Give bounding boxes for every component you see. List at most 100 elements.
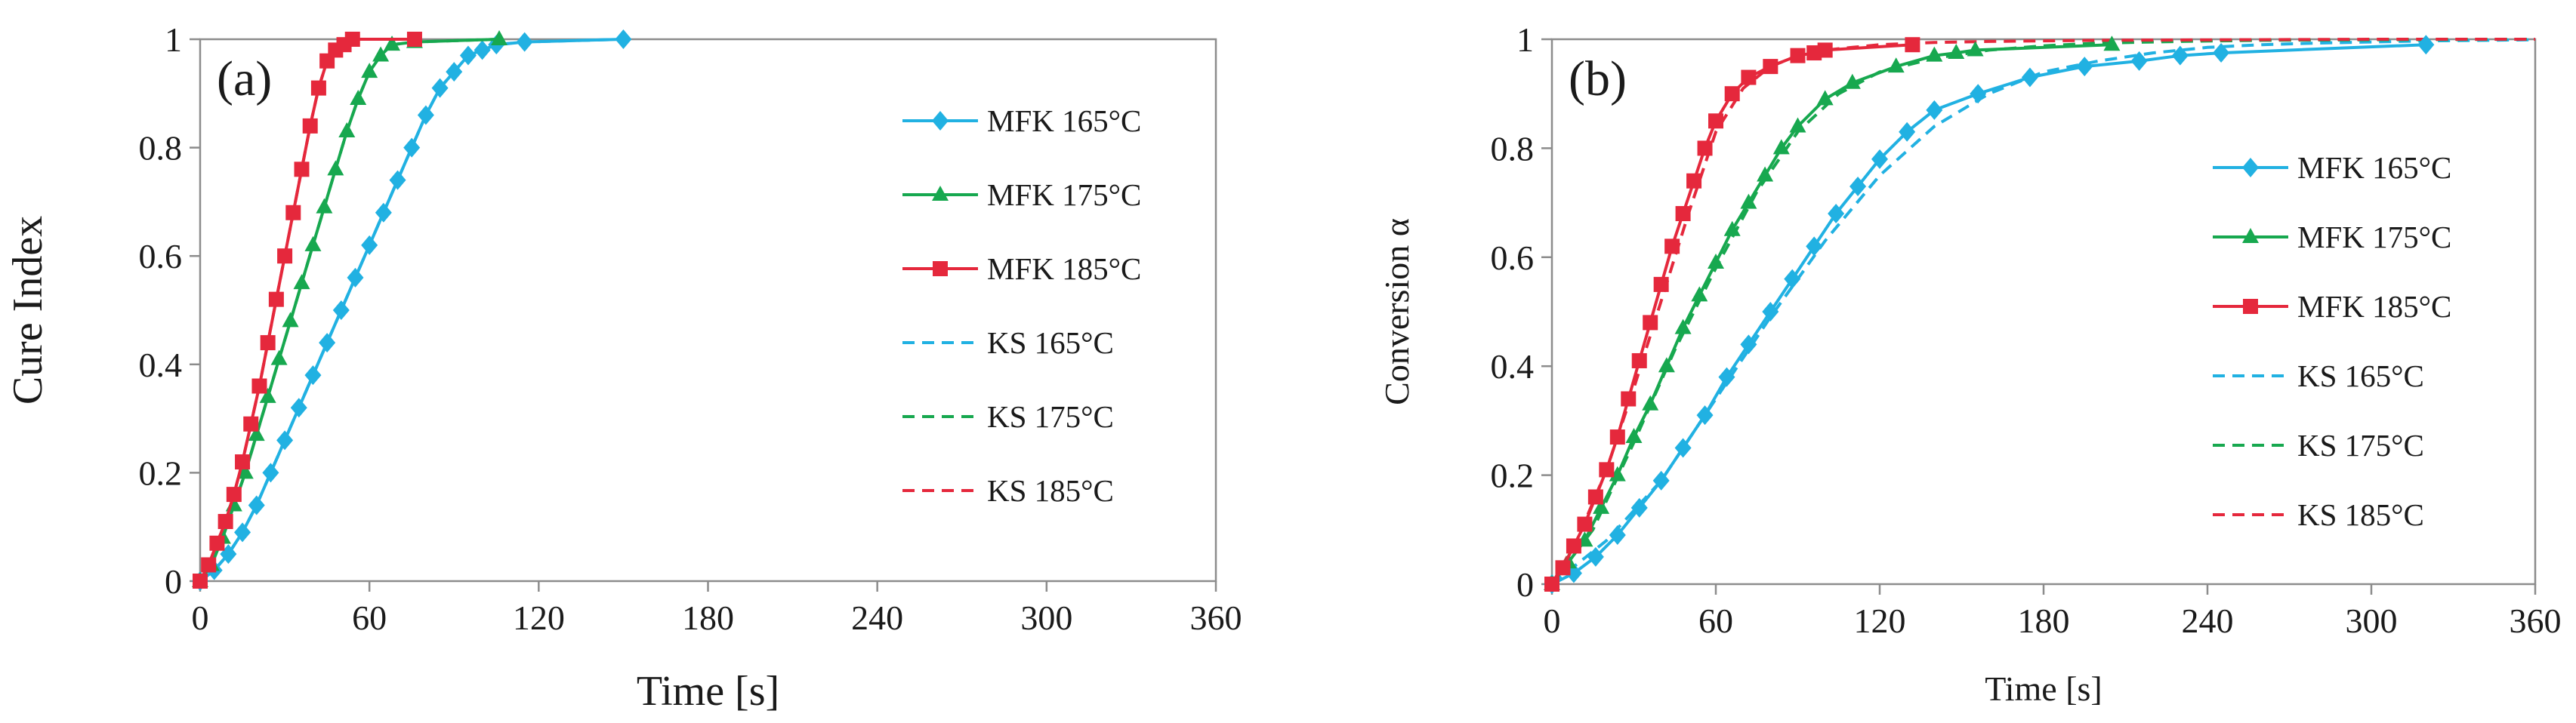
data-point — [446, 62, 463, 82]
data-point — [372, 46, 390, 62]
data-point — [201, 557, 217, 573]
data-point — [406, 32, 422, 47]
data-point — [615, 29, 632, 49]
data-point — [1843, 73, 1861, 89]
data-point — [236, 463, 254, 479]
data-point — [1887, 57, 1905, 73]
data-point — [282, 312, 299, 328]
data-point — [1625, 428, 1643, 444]
data-point — [1587, 546, 1604, 567]
data-point — [277, 248, 293, 264]
data-point — [276, 430, 294, 451]
data-point — [235, 454, 251, 470]
data-point — [516, 32, 533, 52]
data-point — [268, 291, 284, 307]
panel-label: (b) — [1569, 51, 1627, 106]
data-point — [491, 30, 508, 45]
x-tick-label: 0 — [1544, 601, 1561, 640]
data-point — [1772, 139, 1790, 155]
data-point — [338, 122, 356, 138]
legend-label: MFK 185°C — [2297, 289, 2451, 324]
data-point — [1708, 113, 1723, 129]
data-point — [1899, 122, 1916, 142]
data-point — [1697, 140, 1713, 156]
x-tick-label: 0 — [192, 598, 209, 637]
data-point — [1926, 100, 1943, 120]
y-tick-label: 0.2 — [139, 454, 183, 492]
data-point — [1926, 46, 1943, 62]
y-tick-label: 0.8 — [1491, 129, 1535, 168]
data-point — [1630, 497, 1648, 518]
data-point — [1643, 315, 1658, 331]
series-mfk-175-c — [1544, 35, 2121, 590]
data-point — [248, 426, 265, 441]
x-tick-label: 120 — [513, 598, 565, 637]
data-point — [1967, 41, 1984, 57]
data-point — [1566, 538, 1581, 554]
data-point — [347, 267, 364, 288]
data-point — [293, 274, 310, 290]
x-tick-label: 360 — [1190, 598, 1242, 637]
data-point — [1587, 489, 1603, 505]
data-point — [260, 335, 276, 351]
data-point — [1905, 37, 1920, 53]
data-point — [1723, 220, 1741, 236]
data-point — [319, 333, 336, 353]
legend: MFK 165°C MFK 175°C MFK 185°C KS 165°C KS 17… — [2213, 150, 2451, 532]
data-point — [1653, 276, 1669, 292]
legend-label: KS 185°C — [987, 473, 1114, 508]
data-point — [1652, 470, 1670, 491]
panel-label: (a) — [217, 51, 272, 106]
y-tick-label: 0.8 — [139, 129, 183, 168]
data-point — [332, 300, 350, 320]
data-point — [2417, 35, 2435, 55]
series-mfk-185-c — [1544, 37, 1920, 592]
legend-marker — [932, 186, 949, 201]
data-point — [403, 137, 421, 158]
legend-label: KS 165°C — [987, 325, 1114, 360]
series-line — [1550, 43, 1913, 586]
x-tick-label: 180 — [682, 598, 734, 637]
legend-label: KS 165°C — [2297, 358, 2424, 393]
data-point — [290, 398, 307, 418]
x-tick-label: 240 — [2182, 601, 2234, 640]
data-point — [1849, 176, 1867, 196]
x-tick-label: 300 — [2346, 601, 2398, 640]
data-point — [361, 63, 378, 78]
y-tick-label: 0.2 — [1491, 457, 1535, 495]
data-point — [1555, 560, 1571, 576]
series-mfk-165-c — [192, 29, 632, 591]
data-point — [1871, 149, 1888, 169]
x-axis-title: Time [s] — [637, 668, 779, 715]
y-tick-label: 0.4 — [1491, 347, 1535, 386]
data-point — [1599, 462, 1615, 478]
chart-panel-b: 0 60 120 180 240 300 360 0 0.2 0.4 0.6 0.8 1 Time [s]… — [1377, 20, 2562, 708]
data-point — [304, 235, 322, 251]
x-tick-label: 180 — [2018, 601, 2070, 640]
data-point — [1631, 352, 1647, 368]
legend-marker — [2242, 228, 2259, 243]
data-point — [1675, 206, 1691, 222]
y-tick-label: 0.4 — [139, 346, 183, 384]
legend-label: MFK 175°C — [2297, 220, 2451, 254]
y-tick-label: 0 — [1516, 565, 1534, 604]
data-point — [251, 378, 267, 394]
y-tick-label: 1 — [165, 20, 182, 59]
legend-marker — [2243, 299, 2258, 314]
data-point — [209, 535, 225, 551]
x-tick-label: 120 — [1854, 601, 1906, 640]
series-line — [199, 38, 500, 583]
data-point — [1691, 286, 1708, 302]
data-point — [361, 235, 378, 255]
series-mfk-175-c — [192, 30, 508, 587]
data-point — [2213, 43, 2230, 63]
data-point — [1817, 42, 1833, 58]
data-point — [316, 198, 333, 214]
chart-panel-a: 0 60 120 180 240 300 360 0 0.2 0.4 0.6 0.8 1 Time [s]… — [5, 20, 1242, 715]
data-point — [1658, 357, 1675, 373]
data-point — [344, 32, 360, 47]
series-line — [199, 38, 624, 583]
data-point — [259, 387, 276, 403]
data-point — [243, 416, 259, 432]
data-point — [2130, 51, 2148, 71]
